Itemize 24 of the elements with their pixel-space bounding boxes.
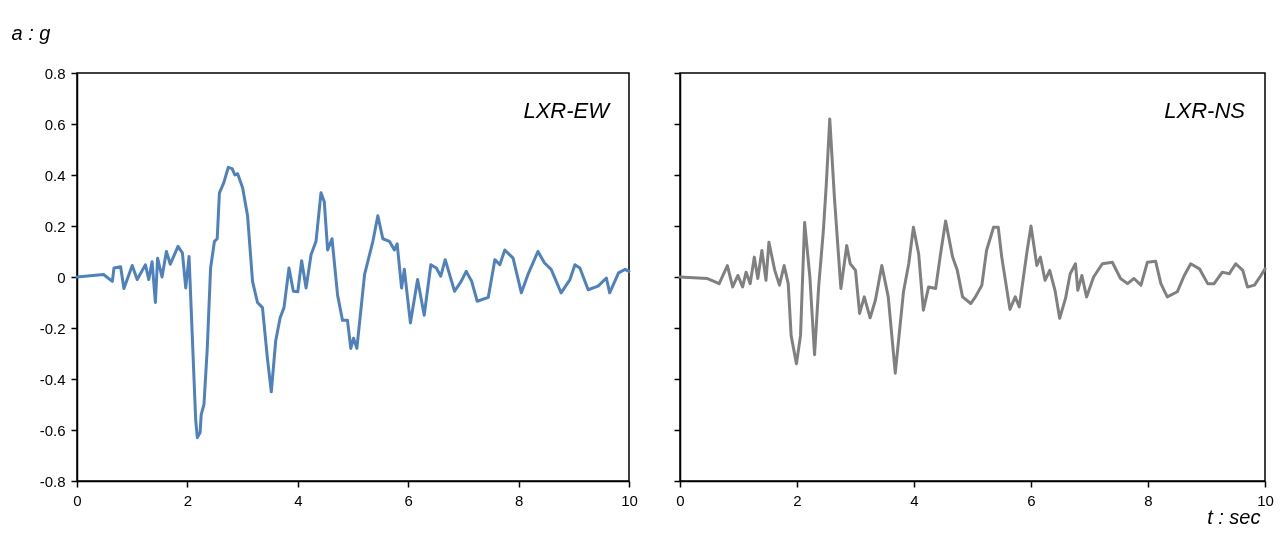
x-tick-label: 8	[514, 491, 524, 509]
x-tick-label: 4	[294, 491, 303, 509]
x-tick-label: 0	[676, 491, 685, 509]
x-tick-label: 8	[1144, 491, 1153, 509]
x-tick-label: 4	[910, 491, 919, 509]
y-tick-label: 0.6	[44, 115, 66, 133]
y-axis-title: a : g	[11, 21, 51, 44]
y-tick-label: -0.8	[39, 472, 66, 490]
x-tick-label: 6	[404, 491, 413, 509]
y-tick-label: 0.8	[44, 64, 66, 82]
annotation: LXR-NS	[1164, 98, 1246, 123]
y-tick-label: 0.4	[44, 166, 66, 184]
y-tick-label: 0	[57, 268, 66, 286]
x-tick-label: 6	[1027, 491, 1036, 509]
x-tick-label: 2	[793, 491, 802, 509]
x-tick-label: 2	[183, 491, 193, 509]
x-tick-label: 0	[73, 491, 82, 509]
y-tick-label: -0.4	[39, 370, 66, 388]
line-series	[75, 165, 631, 440]
annotation: LXR-EW	[523, 98, 612, 123]
y-tick-label: -0.2	[39, 319, 66, 337]
y-tick-label: -0.6	[39, 421, 66, 439]
y-tick-label: 0.2	[44, 217, 66, 235]
x-tick-label: 10	[621, 491, 638, 509]
